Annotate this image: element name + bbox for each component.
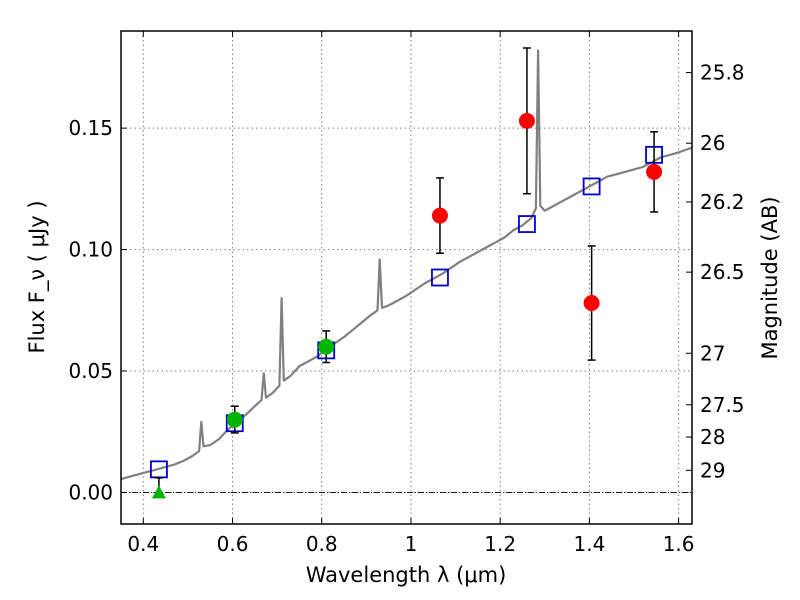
- y-tick-label: 0.05: [68, 359, 113, 383]
- right-tick-label: 25.8: [700, 61, 745, 85]
- plot-frame: [120, 30, 693, 525]
- x-tick-label: 0.4: [127, 532, 159, 556]
- plot-area: [121, 49, 692, 481]
- ticks: 0.4 0.6 0.8 1 1.2 1.4 1.6 0.00 0.05 0.10 0.15 25.8 2…: [68, 31, 745, 556]
- x-tick-label: 1.2: [484, 532, 516, 556]
- y-axis-label: Flux F_ν ( μJy ): [25, 200, 50, 353]
- x-axis-label: Wavelength λ (μm): [306, 563, 507, 587]
- red-flux-point: [646, 163, 663, 180]
- green-flux-point: [318, 338, 335, 355]
- red-flux-point: [583, 295, 600, 311]
- upper-limit-triangle: [151, 485, 166, 499]
- right-tick-label: 29: [700, 458, 725, 482]
- x-tick-label: 1.4: [573, 532, 605, 556]
- x-tick-label: 1: [405, 532, 418, 556]
- model-photometry-square: [518, 215, 536, 233]
- model-photometry-square: [582, 177, 601, 196]
- right-tick-label: 26: [700, 131, 725, 155]
- red-flux-point: [431, 207, 448, 224]
- right-tick-label: 26.2: [700, 190, 745, 214]
- grid: [121, 31, 692, 524]
- right-tick-label: 27: [700, 341, 725, 365]
- green-flux-point: [226, 411, 243, 428]
- x-tick-label: 1.6: [663, 532, 695, 556]
- x-tick-label: 0.6: [217, 532, 249, 556]
- x-tick-label: 0.8: [306, 532, 338, 556]
- y-tick-label: 0.00: [68, 480, 113, 504]
- right-tick-label: 28: [700, 425, 725, 449]
- y-tick-label: 0.10: [68, 238, 113, 262]
- right-tick-label: 26.5: [700, 260, 745, 284]
- right-tick-label: 27.5: [700, 393, 745, 417]
- model-spectrum-line: [121, 49, 692, 481]
- right-axis-label: Magnitude (AB): [758, 196, 782, 359]
- y-tick-label: 0.15: [68, 116, 113, 140]
- red-flux-point: [518, 112, 535, 129]
- markers: [150, 47, 663, 499]
- model-photometry-square: [431, 268, 449, 287]
